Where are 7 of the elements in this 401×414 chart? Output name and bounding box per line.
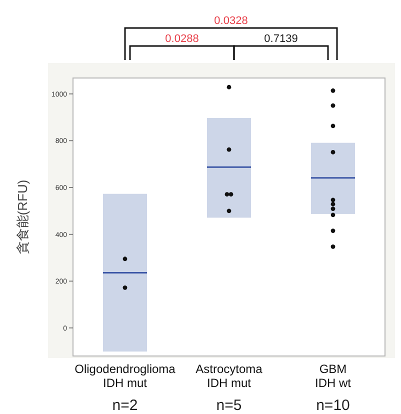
text: n=2 — [112, 397, 138, 414]
x-tick-label: Astrocytoma IDH mut — [196, 362, 263, 390]
text: n=10 — [316, 397, 350, 414]
x-tick-label: GBM IDH wt — [315, 362, 352, 390]
y-axis-title: 貪食能(RFU) — [15, 180, 30, 254]
text: n=5 — [216, 397, 242, 414]
x-tick-label: Oligodendroglioma IDH mut — [74, 362, 176, 390]
